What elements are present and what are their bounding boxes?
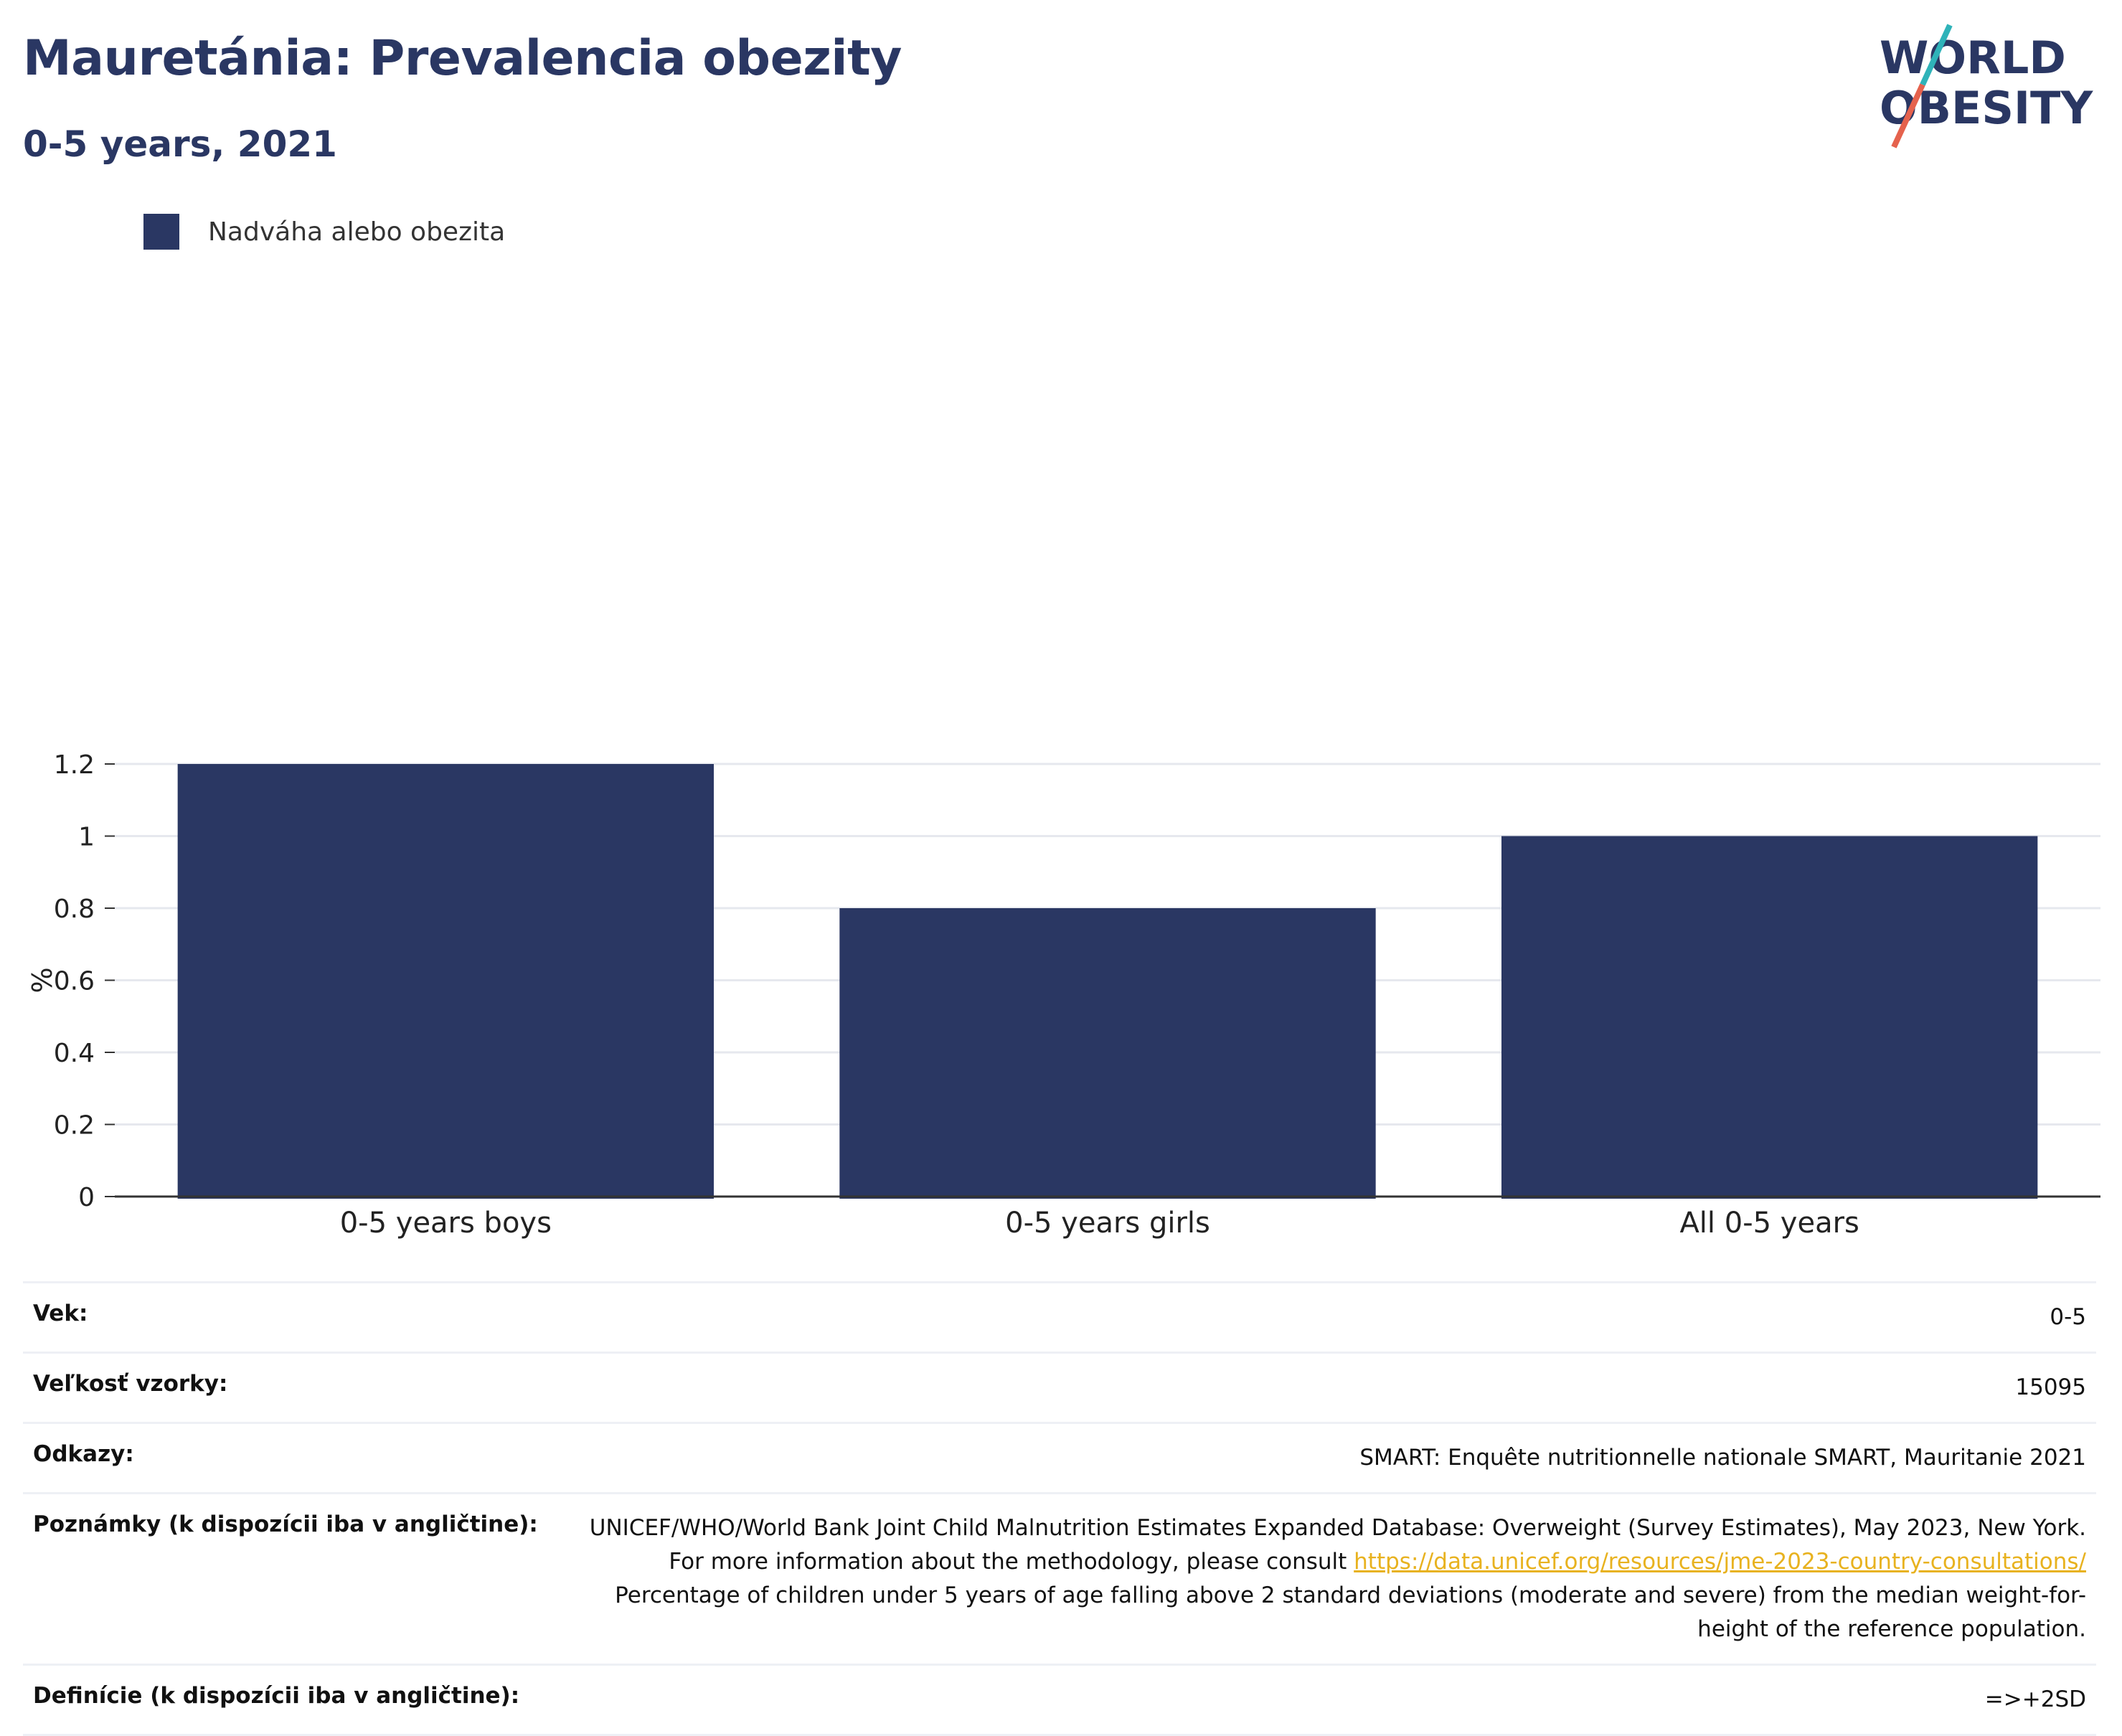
legend-label: Nadváha alebo obezita: [208, 217, 506, 247]
sample-size-value: 15095: [2015, 1374, 2086, 1400]
definitions-value: =>+2SD: [1984, 1687, 2086, 1712]
logo-word-obesity: OBESITY: [1880, 82, 2093, 134]
x-tick-label: 0-5 years boys: [340, 1207, 552, 1240]
references-label: Odkazy:: [33, 1441, 134, 1467]
chart-subtitle: 0-5 years, 2021: [23, 123, 337, 165]
y-tick-label: 1.2: [54, 750, 95, 780]
x-tick-label: All 0-5 years: [1679, 1207, 1859, 1240]
chart-title: Mauretánia: Prevalencia obezity: [23, 30, 902, 87]
notes-text-2: Percentage of children under 5 years of …: [615, 1582, 2086, 1642]
info-table: Vek: 0-5 Veľkosť vzorky: 15095 Odkazy: S…: [23, 1281, 2096, 1736]
methodology-link[interactable]: https://data.unicef.org/resources/jme-20…: [1354, 1549, 2086, 1575]
y-tick-labels: 0 0.2 0.4 0.6 0.8 1 1.2: [54, 750, 115, 1212]
info-row-definitions: Definície (k dispozícii iba v angličtine…: [23, 1664, 2096, 1736]
info-row-age: Vek: 0-5: [23, 1281, 2096, 1351]
y-tick-label: 0.6: [54, 967, 95, 996]
world-obesity-logo: WORLD OBESITY: [1880, 24, 2093, 148]
notes-text-1: UNICEF/WHO/World Bank Joint Child Malnut…: [589, 1515, 2086, 1575]
notes-value: UNICEF/WHO/World Bank Joint Child Malnut…: [565, 1511, 2086, 1646]
x-tick-label: 0-5 years girls: [1005, 1207, 1210, 1240]
x-tick-labels: 0-5 years boys 0-5 years girls All 0-5 yea…: [340, 1207, 1859, 1240]
bars: [177, 764, 2038, 1199]
age-value: 0-5: [2050, 1304, 2086, 1330]
references-value: SMART: Enquête nutritionnelle nationale …: [1359, 1445, 2086, 1471]
y-tick-label: 0.4: [54, 1039, 95, 1068]
bar[interactable]: [839, 908, 1376, 1199]
notes-label: Poznámky (k dispozícii iba v angličtine)…: [33, 1511, 538, 1537]
logo-slash-teal: [1920, 24, 1953, 86]
y-tick-label: 0.2: [54, 1111, 95, 1141]
y-tick-label: 0: [78, 1183, 95, 1212]
bar-chart: 00.20.40.60.811.2 0-5 years boys 0-5 year…: [27, 750, 2100, 1240]
bar[interactable]: [177, 764, 715, 1199]
age-label: Vek:: [33, 1301, 88, 1326]
logo-slash-red: [1891, 83, 1925, 148]
y-tick-label: 0.8: [54, 895, 95, 924]
bar[interactable]: [1501, 836, 2038, 1199]
sample-size-label: Veľkosť vzorky:: [33, 1371, 228, 1397]
legend: Nadváha alebo obezita: [143, 214, 505, 250]
logo-word-world: WORLD: [1880, 32, 2066, 84]
y-axis-title: %: [27, 967, 58, 993]
definitions-label: Definície (k dispozícii iba v angličtine…: [33, 1683, 520, 1709]
y-tick-label: 1: [78, 823, 95, 852]
info-row-notes: Poznámky (k dispozícii iba v angličtine)…: [23, 1492, 2096, 1664]
info-row-sample: Veľkosť vzorky: 15095: [23, 1351, 2096, 1422]
legend-swatch: [143, 214, 179, 250]
info-row-references: Odkazy: SMART: Enquête nutritionnelle na…: [23, 1422, 2096, 1492]
